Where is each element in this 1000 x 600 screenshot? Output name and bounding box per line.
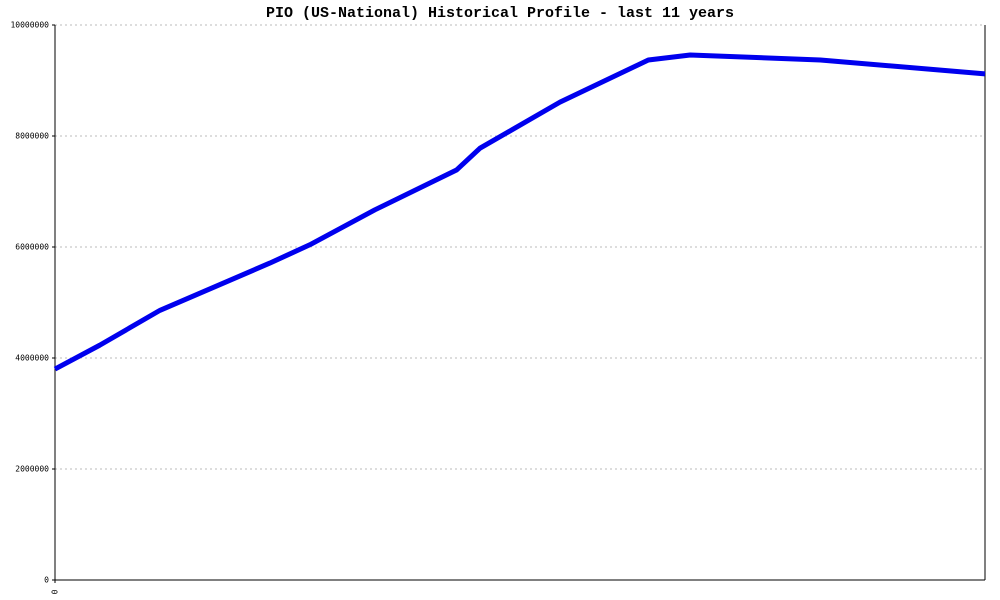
chart-title: PIO (US-National) Historical Profile - l… [266,5,734,22]
y-tick-label: 8000000 [15,132,49,141]
y-tick-label: 6000000 [15,243,49,252]
y-tick-label: 2000000 [15,465,49,474]
y-tick-label: 0 [44,576,49,585]
series-line [53,52,986,372]
y-tick-label: 10000000 [10,21,49,30]
x-tick-label: 0 [51,589,60,594]
y-tick-label: 4000000 [15,354,49,363]
